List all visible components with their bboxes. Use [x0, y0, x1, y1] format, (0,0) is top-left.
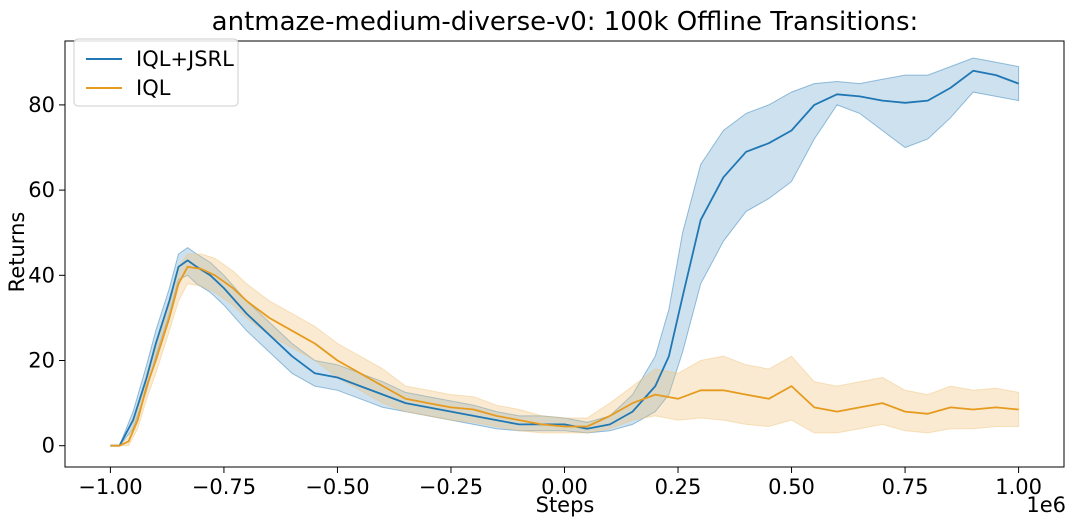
y-axis: 0 20 40 60 80 [28, 93, 65, 458]
series-line-0 [110, 69, 1019, 447]
legend-label: IQL+JSRL [136, 47, 234, 71]
x-tick-label: 0.50 [768, 475, 815, 499]
y-tick-label: 40 [28, 263, 55, 287]
y-axis-label: Returns [5, 212, 29, 293]
legend-label: IQL [136, 76, 171, 100]
x-axis: −1.00 −0.75 −0.50 −0.25 0.00 0.25 0.50 0.75 1.00 [78, 467, 1042, 499]
y-tick-label: 20 [28, 349, 55, 373]
series-line-1 [110, 265, 1019, 447]
chart-title: antmaze-medium-diverse-v0: 100k Offline … [212, 7, 919, 37]
legend-box [73, 38, 239, 107]
x-tick-label: −0.25 [419, 475, 483, 499]
x-axis-offset-label: 1e6 [1026, 493, 1066, 517]
x-axis-label: Steps [536, 493, 595, 517]
x-tick-label: 0.25 [655, 475, 702, 499]
y-tick-label: 80 [28, 93, 55, 117]
y-tick-label: 60 [28, 178, 55, 202]
x-tick-label: −0.50 [305, 475, 369, 499]
x-tick-label: 1.00 [995, 475, 1042, 499]
y-tick-label: 0 [42, 434, 55, 458]
x-tick-label: −1.00 [78, 475, 142, 499]
series-band-1 [110, 253, 1020, 447]
legend: IQL+JSRL IQL [73, 38, 239, 107]
x-tick-label: 0.75 [882, 475, 929, 499]
plot-area [64, 40, 1065, 468]
x-tick-label: 0.00 [541, 475, 588, 499]
x-tick-label: −0.75 [192, 475, 256, 499]
